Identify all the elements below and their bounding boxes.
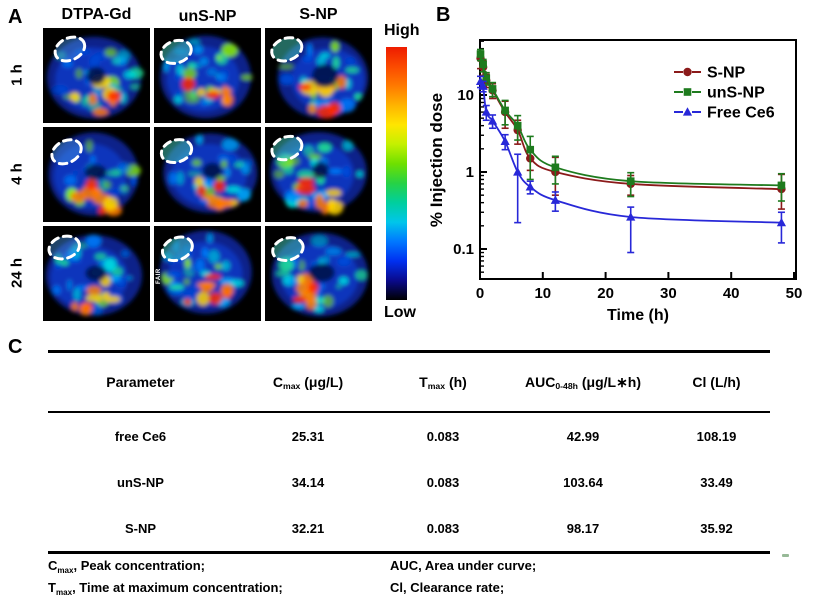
tumor-roi-dashed-ellipse xyxy=(50,138,83,166)
tumor-roi-dashed-ellipse xyxy=(270,134,304,162)
mri-image-4h-s-np xyxy=(265,127,372,222)
tumor-roi-dashed-ellipse xyxy=(160,235,194,263)
cell-name: S-NP xyxy=(124,520,157,536)
mri-image-1h-uns-np xyxy=(154,28,261,123)
tumor-roi-dashed-ellipse xyxy=(270,36,304,63)
cell-cmax: 34.14 xyxy=(291,474,325,490)
footnote-cl: Cl, Clearance rate; xyxy=(390,580,505,596)
column-header-s-np: S-NP xyxy=(299,6,338,23)
row-label-24h: 24 h xyxy=(8,258,26,289)
mri-body xyxy=(46,36,144,119)
colorbar-gradient xyxy=(386,47,407,300)
mri-sequence-inset-label: FAIR xyxy=(156,268,162,284)
cell-auc: 103.64 xyxy=(563,474,603,490)
tumor-roi-dashed-ellipse xyxy=(159,38,193,65)
header-cmax: Cmax (μg/L) xyxy=(272,373,344,391)
mri-image-4h-uns-np xyxy=(154,127,261,222)
mri-image-1h-s-np xyxy=(265,28,372,123)
panel-a-label: A xyxy=(8,6,23,28)
legend-item-s-np: S-NP xyxy=(674,65,746,82)
mri-image-24h-s-np xyxy=(265,226,372,321)
column-header-uns-np: unS-NP xyxy=(178,8,237,25)
footnotes-left-column: Cmax, Peak concentration; Tmax, Time at … xyxy=(48,557,390,601)
row-label-1h: 1 h xyxy=(8,64,26,86)
legend-label: Free Ce6 xyxy=(707,105,775,122)
cell-auc: 98.17 xyxy=(566,520,600,536)
table-header-row: Parameter Cmax (μg/L) Tmax (h) AUC0-48h … xyxy=(48,353,770,413)
header-tmax: Tmax (h) xyxy=(419,373,467,391)
x-tick-label: 20 xyxy=(597,285,614,302)
panel-c-label: C xyxy=(8,336,23,358)
column-header-dtpa-gd: DTPA-Gd xyxy=(61,6,132,23)
cell-name: free Ce6 xyxy=(114,428,167,444)
table-footnotes: Cmax, Peak concentration; Tmax, Time at … xyxy=(48,557,770,601)
cell-auc: 42.99 xyxy=(566,428,600,444)
cell-cl: 108.19 xyxy=(696,428,737,444)
cell-cl: 35.92 xyxy=(700,520,733,536)
footnote-cmax: Cmax, Peak concentration; xyxy=(48,558,205,576)
x-axis-label: Time (h) xyxy=(607,307,669,324)
tumor-roi-dashed-ellipse xyxy=(159,138,194,165)
cell-cmax: 25.31 xyxy=(291,428,325,444)
cell-name: unS-NP xyxy=(117,474,164,490)
tumor-roi-dashed-ellipse xyxy=(53,35,87,63)
legend-item-uns-np: unS-NP xyxy=(674,85,765,102)
x-tick-label: 40 xyxy=(723,285,740,302)
mri-body xyxy=(45,234,143,316)
cell-tmax: 0.083 xyxy=(426,474,460,490)
mri-image-24h-uns-np: FAIR xyxy=(154,226,261,321)
pk-parameters-table: Parameter Cmax (μg/L) Tmax (h) AUC0-48h … xyxy=(48,350,770,554)
x-tick-label: 50 xyxy=(786,285,803,302)
row-label-4h: 4 h xyxy=(8,163,26,185)
x-tick-label: 10 xyxy=(534,285,551,302)
mri-image-1h-dtpa-gd xyxy=(43,28,150,123)
cell-tmax: 0.083 xyxy=(426,428,460,444)
header-cl: Cl (L/h) xyxy=(692,373,741,390)
table-row-uns-np: unS-NP 34.14 0.083 103.64 33.49 xyxy=(48,459,770,505)
cell-cl: 33.49 xyxy=(700,474,733,490)
x-tick-label: 0 xyxy=(476,285,484,302)
x-tick-label: 30 xyxy=(660,285,677,302)
colorbar-low-label: Low xyxy=(384,304,416,321)
chart-axes: 10 1 0.1 0 10 20 30 40 50 xyxy=(453,39,803,302)
tumor-roi-dashed-ellipse xyxy=(271,236,305,262)
mri-image-grid: FAIR xyxy=(43,28,372,321)
y-tick-label: 1 xyxy=(466,164,474,181)
series-uns-np xyxy=(476,48,786,202)
footnotes-right-column: AUC, Area under curve; Cl, Clearance rat… xyxy=(390,557,770,601)
stray-mark xyxy=(782,554,789,557)
y-tick-label: 10 xyxy=(457,87,474,104)
y-tick-label: 0.1 xyxy=(453,241,474,258)
colorbar-high-label: High xyxy=(384,22,420,39)
header-auc: AUC0-48h (μg/L∗h) xyxy=(524,373,642,391)
table-row-free-ce6: free Ce6 25.31 0.083 42.99 108.19 xyxy=(48,413,770,459)
footnote-tmax: Tmax, Time at maximum concentration; xyxy=(48,580,283,598)
header-parameter: Parameter xyxy=(106,373,175,390)
mri-body xyxy=(277,37,369,119)
cell-cmax: 32.21 xyxy=(291,520,325,536)
footnote-auc: AUC, Area under curve; xyxy=(390,558,537,573)
mri-image-4h-dtpa-gd xyxy=(43,127,150,222)
legend-label: S-NP xyxy=(707,65,746,82)
legend-label: unS-NP xyxy=(707,85,765,102)
pk-clearance-chart: 10 1 0.1 0 10 20 30 40 50 Time (h) % Injection dos… xyxy=(428,39,803,324)
tumor-roi-dashed-ellipse xyxy=(47,234,81,261)
cell-tmax: 0.083 xyxy=(426,520,460,536)
legend-item-free-ce6: Free Ce6 xyxy=(674,105,775,122)
panel-b-label: B xyxy=(436,4,451,26)
table-row-s-np: S-NP 32.21 0.083 98.17 35.92 xyxy=(48,505,770,551)
y-axis-label: % Injection dose xyxy=(428,93,446,227)
chart-legend: S-NP unS-NP Free Ce6 xyxy=(674,65,775,122)
series-free-ce6 xyxy=(475,75,787,254)
mri-image-24h-dtpa-gd xyxy=(43,226,150,321)
